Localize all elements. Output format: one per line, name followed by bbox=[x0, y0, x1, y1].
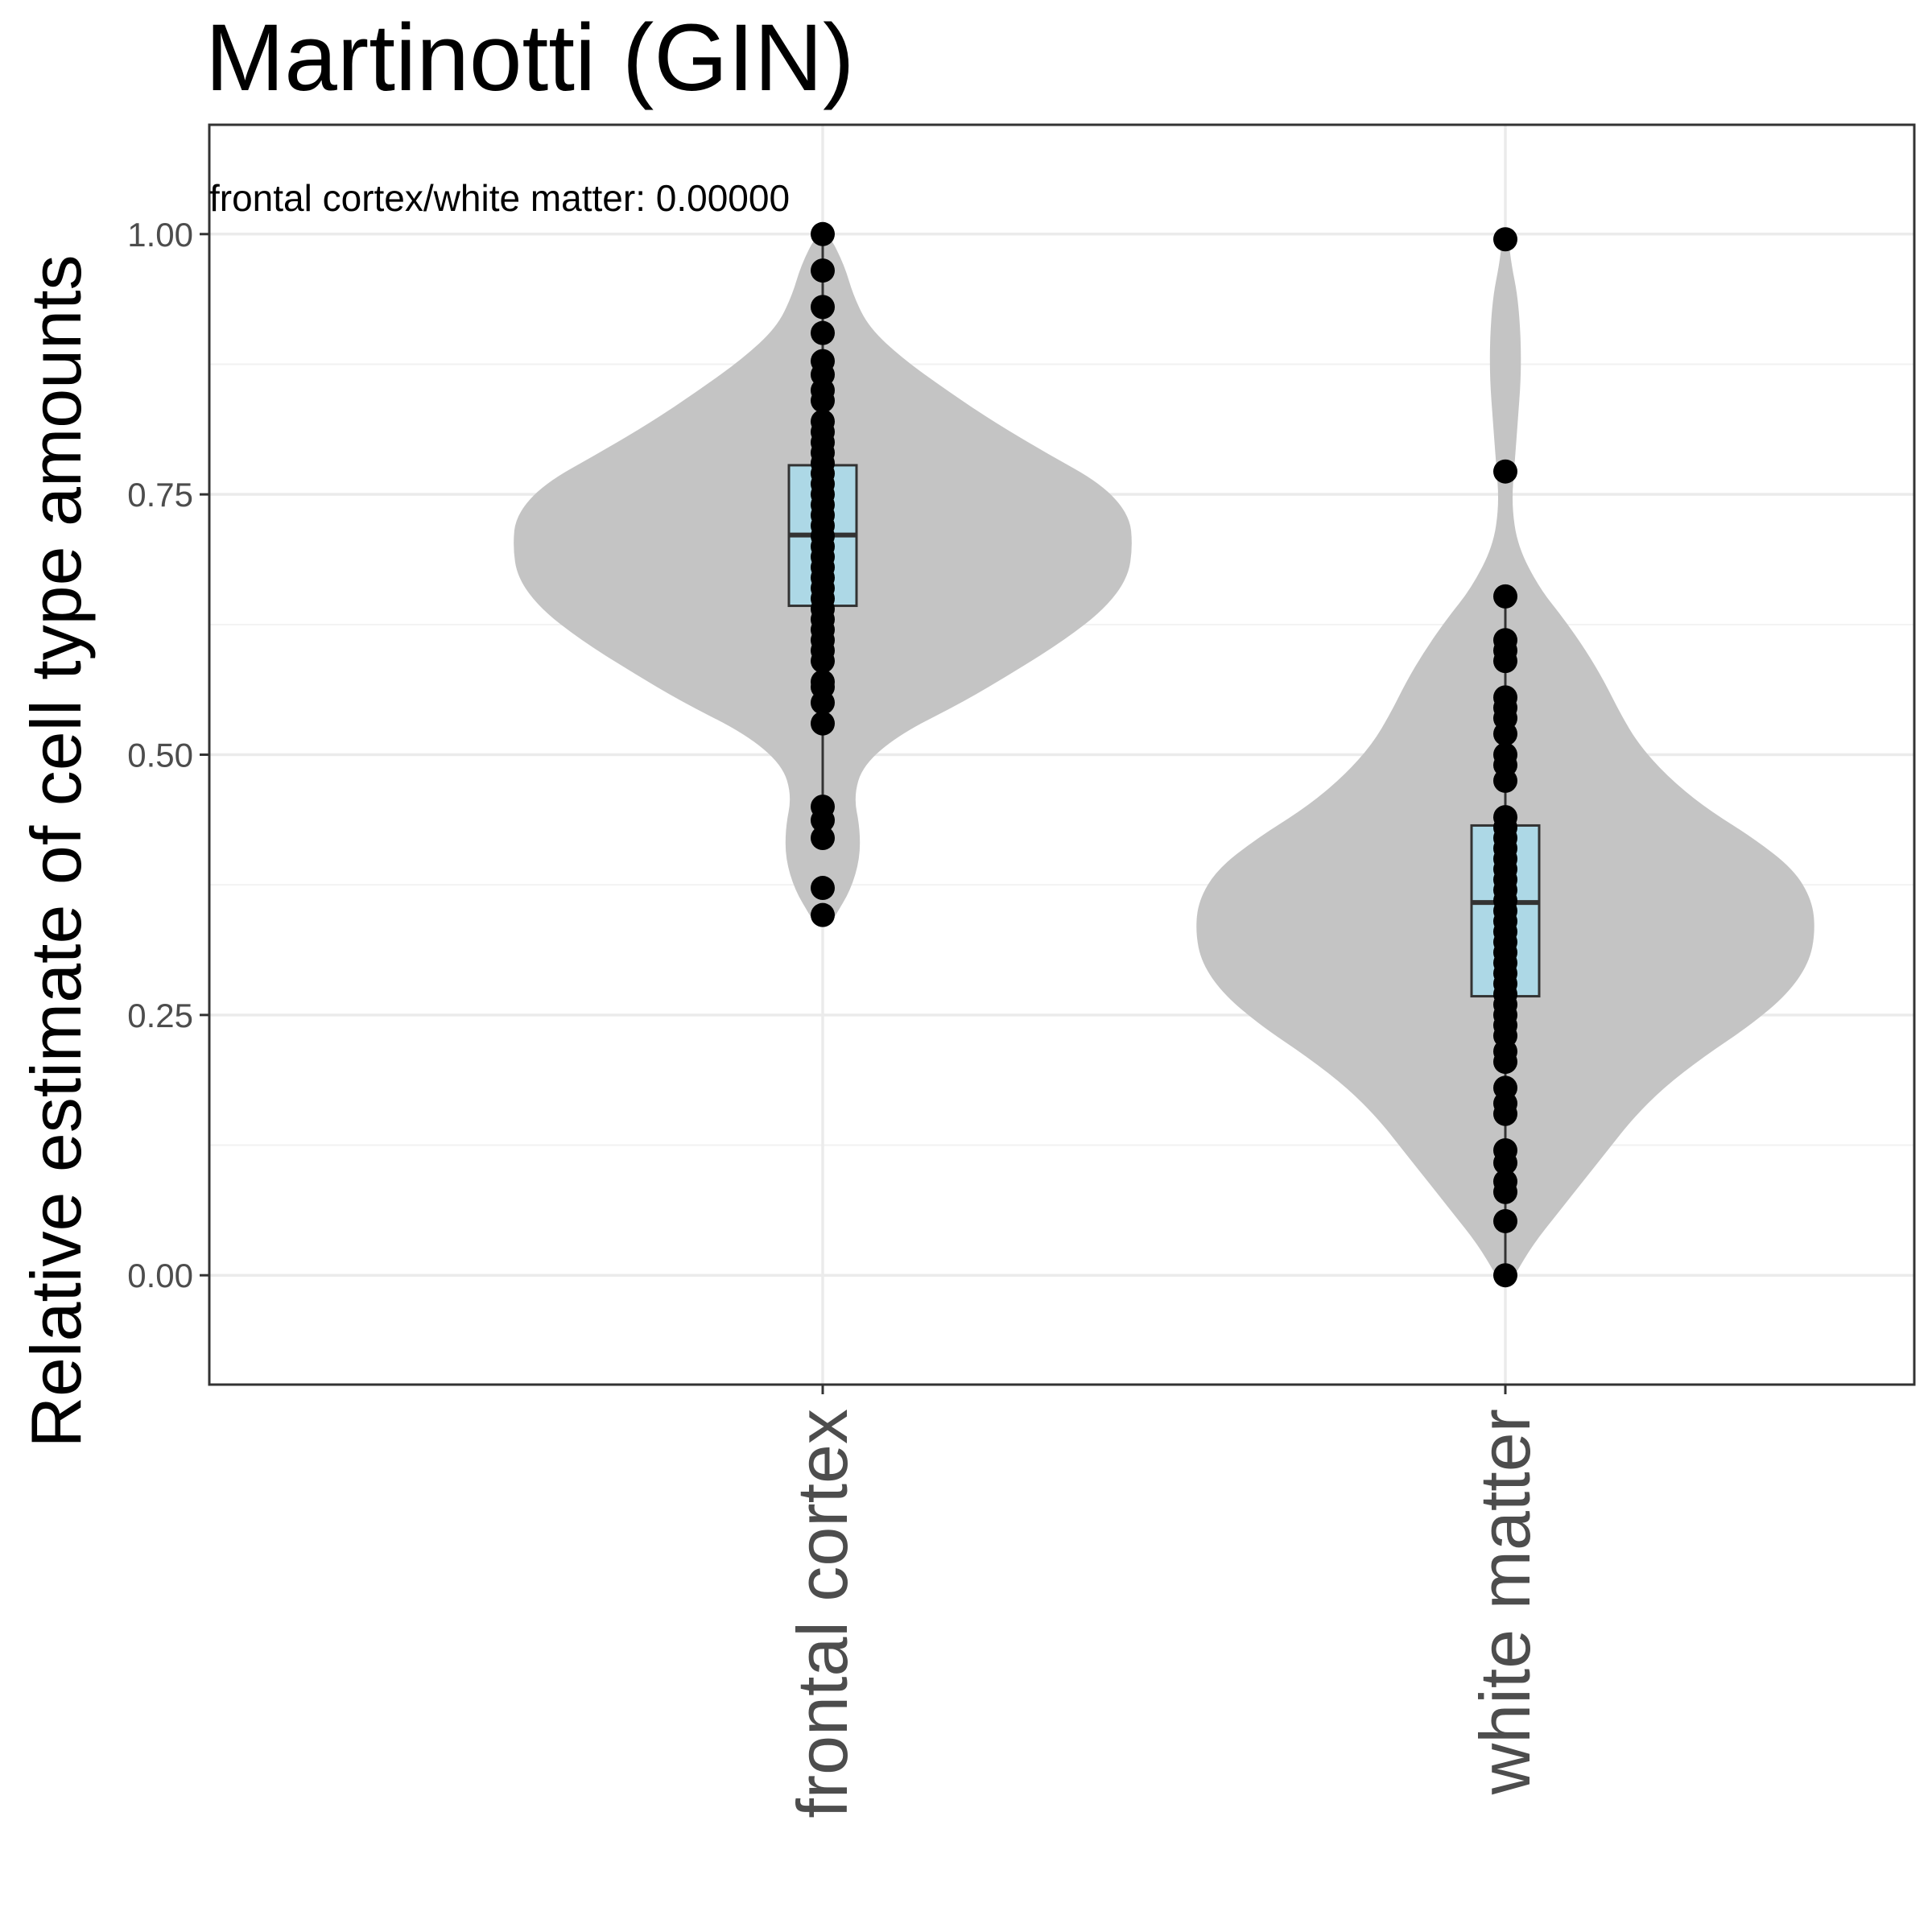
data-point bbox=[811, 690, 835, 715]
y-axis-label: Relative estimate of cell type amounts bbox=[16, 254, 96, 1447]
y-tick-label: 0.50 bbox=[127, 737, 193, 774]
x-tick-label-frontal-cortex: frontal cortex bbox=[782, 1409, 862, 1818]
data-point bbox=[1493, 1263, 1517, 1288]
data-point bbox=[811, 295, 835, 320]
data-point bbox=[811, 649, 835, 674]
x-tick-label-white-matter: white matter bbox=[1465, 1409, 1545, 1795]
data-point bbox=[811, 902, 835, 927]
y-tick-label: 1.00 bbox=[127, 216, 193, 254]
data-point bbox=[1493, 1179, 1517, 1204]
data-point bbox=[1493, 1208, 1517, 1233]
y-tick-label: 0.25 bbox=[127, 997, 193, 1034]
data-point bbox=[811, 221, 835, 246]
y-tick-label: 0.00 bbox=[127, 1257, 193, 1294]
data-point bbox=[1493, 584, 1517, 609]
data-point bbox=[1493, 1050, 1517, 1075]
data-point bbox=[1493, 1150, 1517, 1175]
chart-title: Martinotti (GIN) bbox=[205, 5, 854, 111]
data-point bbox=[1493, 721, 1517, 746]
data-point bbox=[1493, 649, 1517, 674]
data-point bbox=[811, 825, 835, 850]
data-point bbox=[1493, 459, 1517, 484]
data-point bbox=[811, 320, 835, 345]
data-point bbox=[811, 807, 835, 832]
data-point bbox=[811, 388, 835, 413]
data-point bbox=[811, 711, 835, 736]
data-point bbox=[1493, 227, 1517, 252]
data-point bbox=[811, 258, 835, 283]
y-tick-label: 0.75 bbox=[127, 476, 193, 514]
data-point bbox=[1493, 768, 1517, 793]
data-point bbox=[1493, 1101, 1517, 1126]
plot-panel bbox=[200, 123, 1916, 1394]
data-point bbox=[811, 876, 835, 901]
comparison-annotation: frontal cortex/white matter: 0.00000 bbox=[209, 177, 790, 219]
